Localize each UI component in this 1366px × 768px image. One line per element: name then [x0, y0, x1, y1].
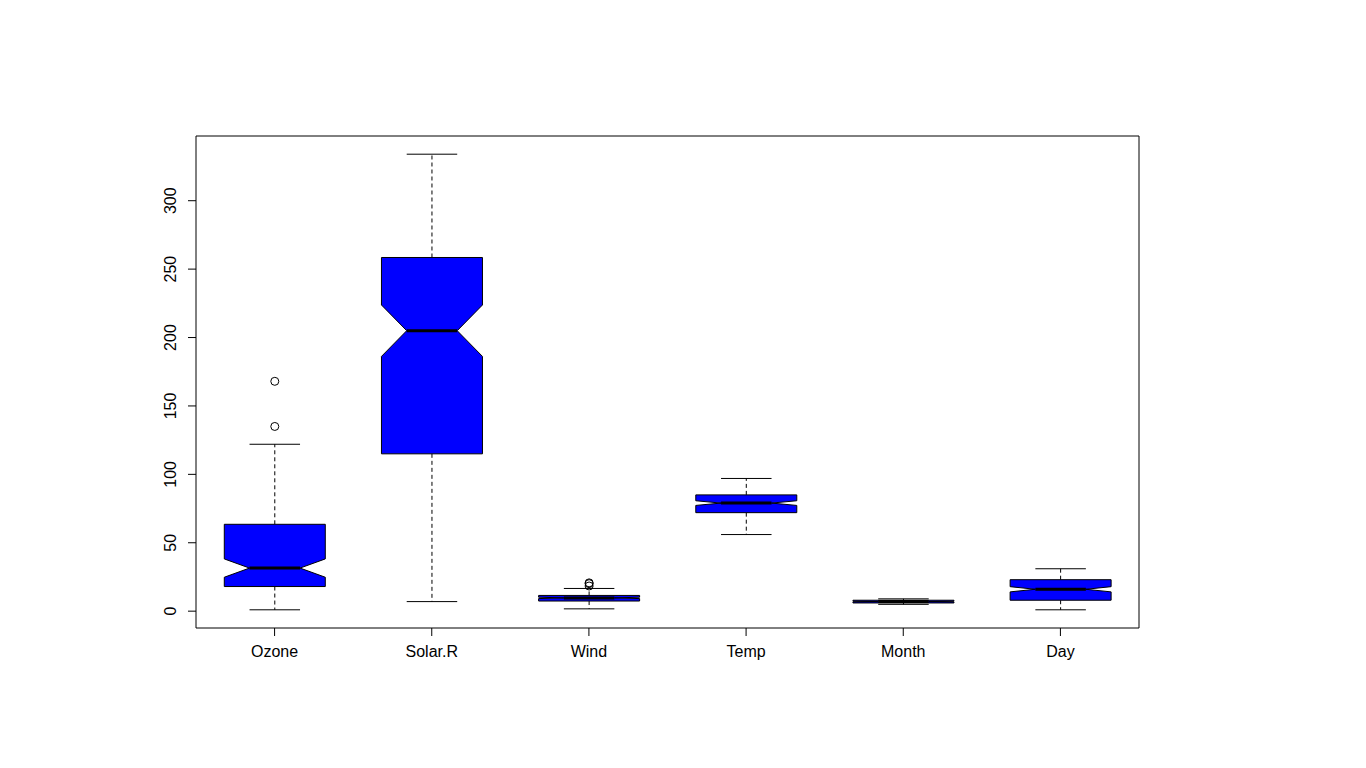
svg-text:Wind: Wind	[571, 643, 607, 660]
svg-text:Day: Day	[1046, 643, 1074, 660]
svg-text:200: 200	[162, 324, 179, 351]
svg-text:250: 250	[162, 256, 179, 283]
svg-text:Ozone: Ozone	[251, 643, 298, 660]
svg-text:100: 100	[162, 461, 179, 488]
svg-text:Temp: Temp	[727, 643, 766, 660]
svg-text:150: 150	[162, 392, 179, 419]
svg-text:300: 300	[162, 187, 179, 214]
svg-text:Month: Month	[881, 643, 925, 660]
svg-text:0: 0	[162, 607, 179, 616]
svg-text:Solar.R: Solar.R	[406, 643, 458, 660]
svg-text:50: 50	[162, 534, 179, 552]
